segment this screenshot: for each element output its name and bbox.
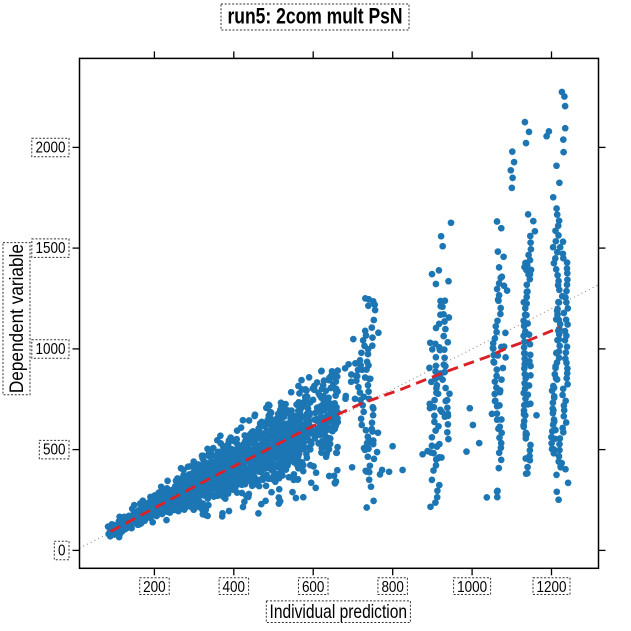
svg-text:800: 800	[381, 579, 404, 596]
svg-text:500: 500	[43, 442, 66, 459]
svg-text:200: 200	[143, 579, 166, 596]
svg-text:Individual prediction: Individual prediction	[270, 601, 408, 623]
svg-text:400: 400	[223, 579, 246, 596]
svg-text:1000: 1000	[36, 341, 66, 358]
svg-text:run5: 2com mult PsN: run5: 2com mult PsN	[228, 4, 403, 29]
svg-text:600: 600	[302, 579, 325, 596]
svg-text:2000: 2000	[36, 139, 66, 156]
svg-text:1200: 1200	[537, 579, 567, 596]
svg-text:1500: 1500	[36, 240, 66, 257]
svg-text:1000: 1000	[457, 579, 487, 596]
svg-text:0: 0	[58, 542, 66, 559]
svg-text:Dependent variable: Dependent variable	[6, 244, 28, 393]
